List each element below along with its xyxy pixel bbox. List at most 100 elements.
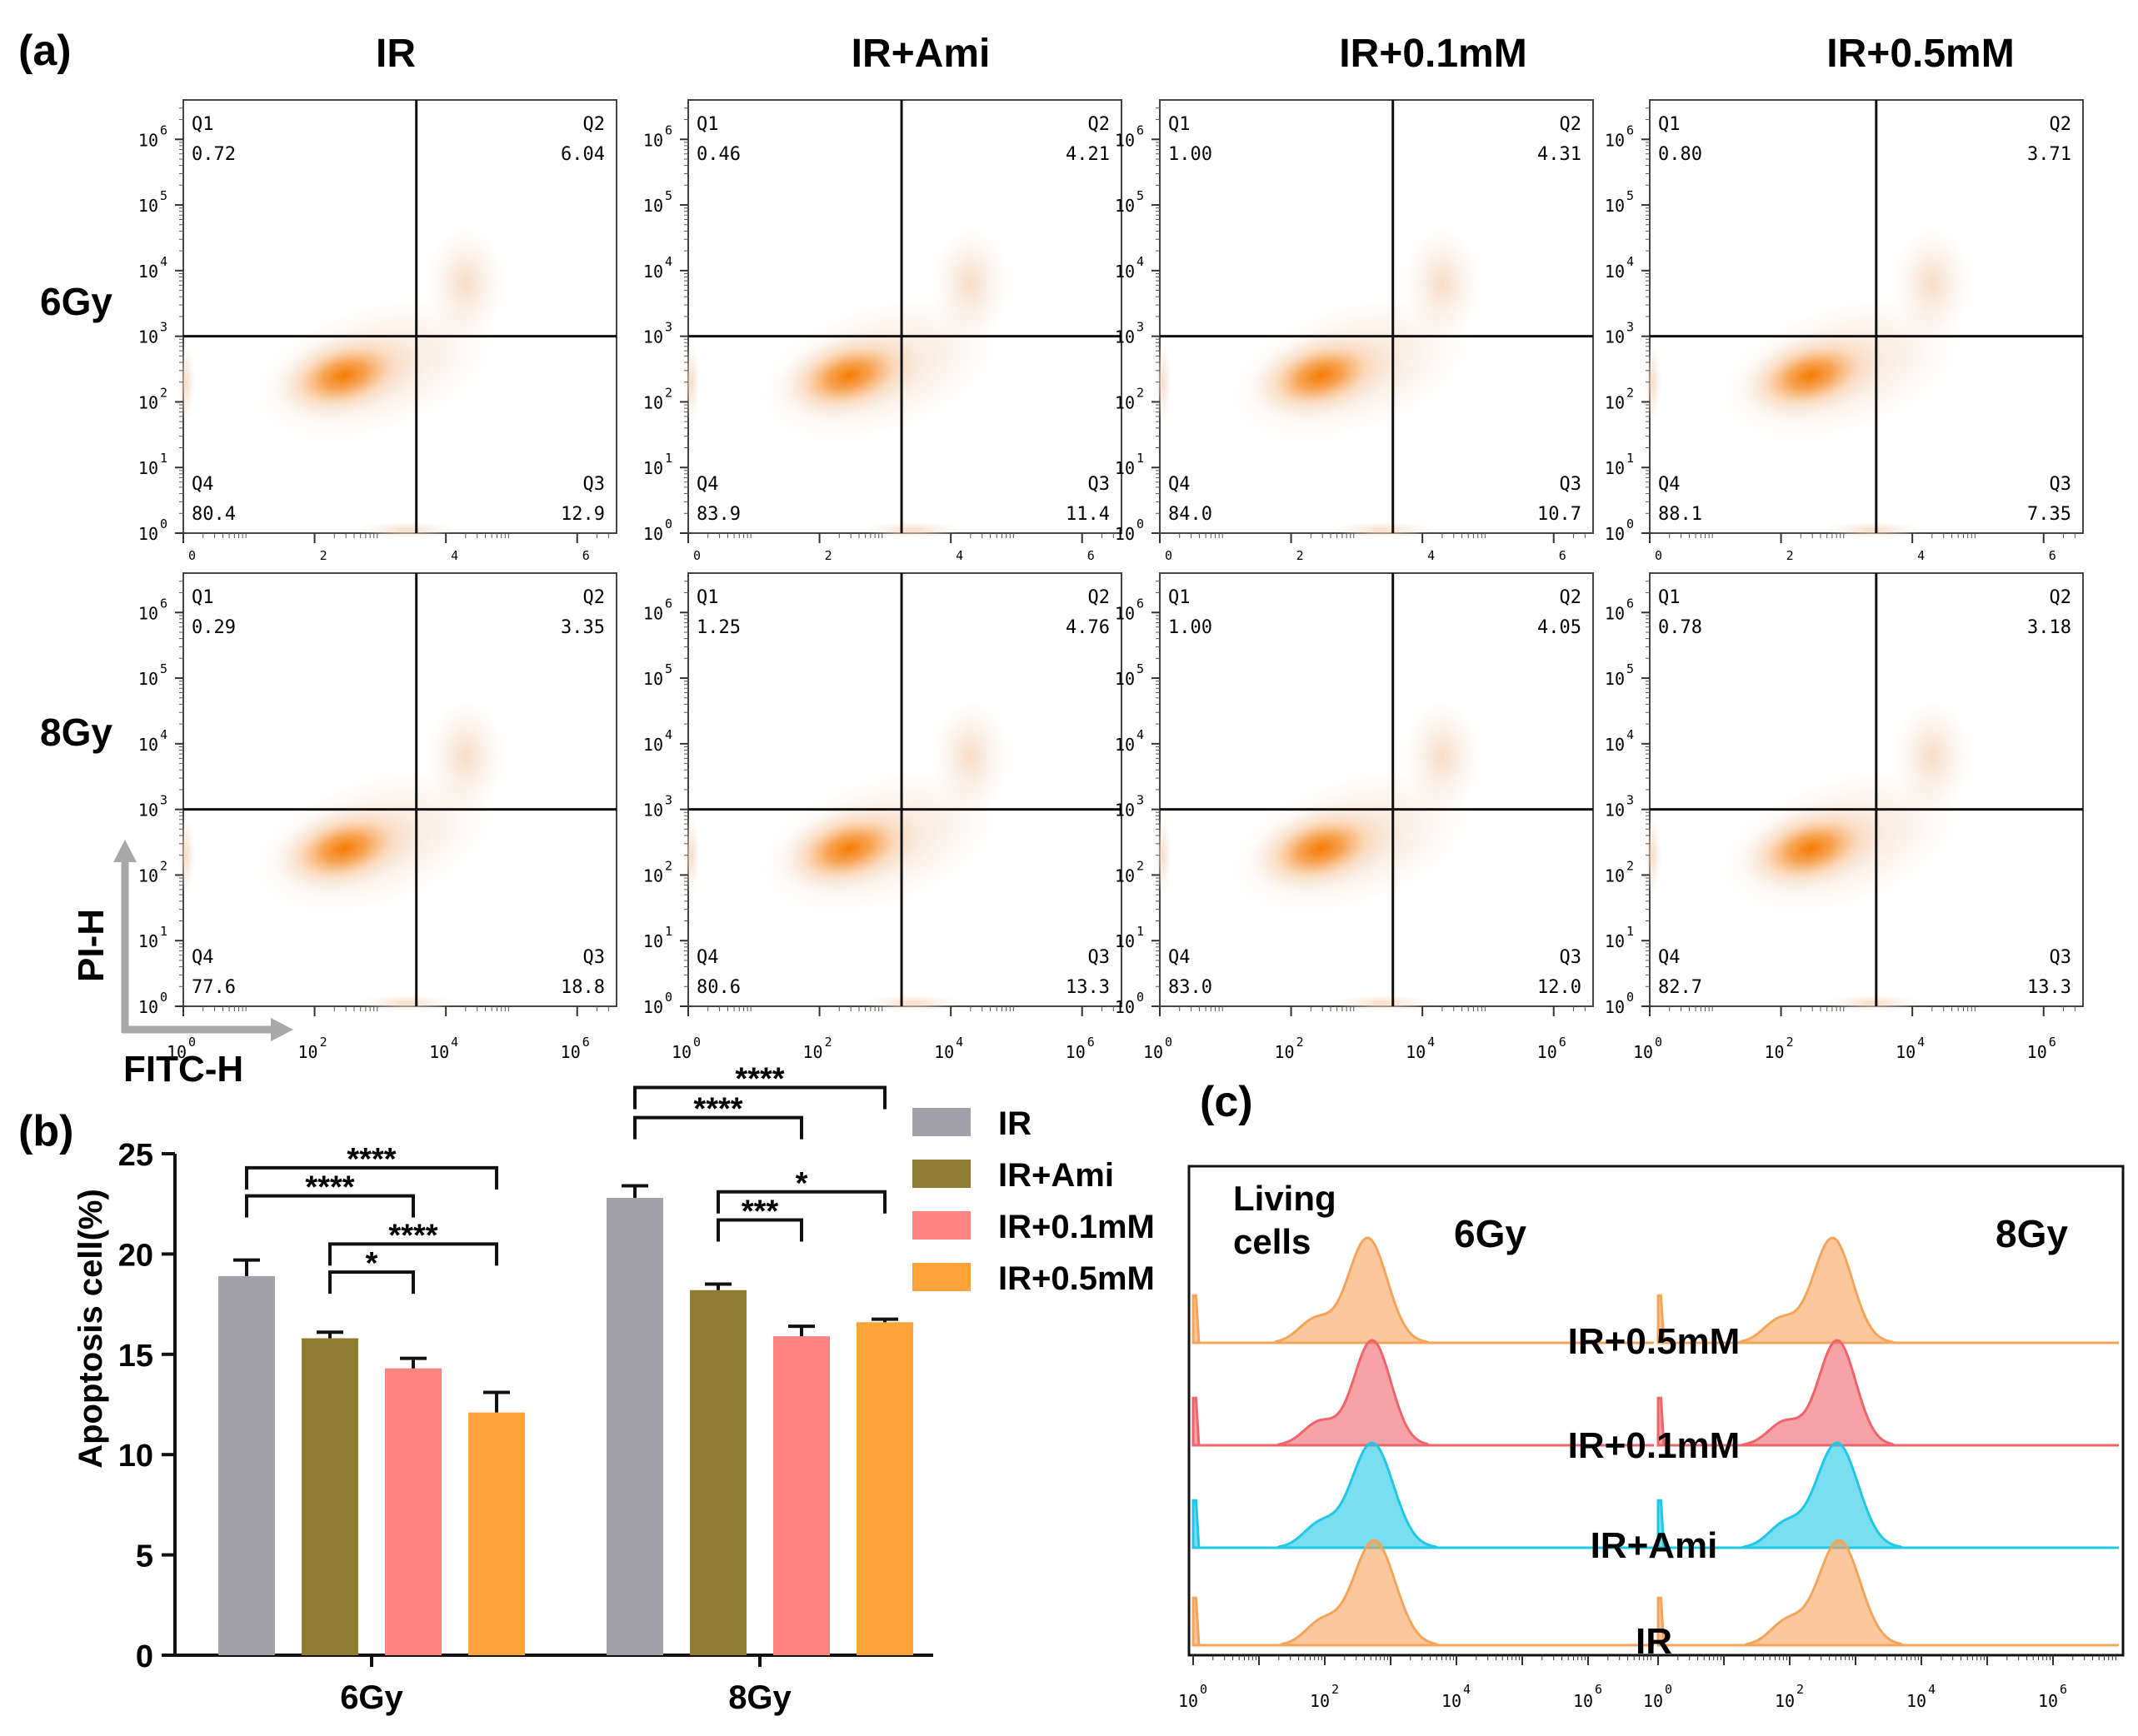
- y-tick-base: 10: [1115, 392, 1135, 412]
- y-tick-exponent: 1: [1136, 924, 1144, 939]
- x-tick-base: 10: [2027, 1042, 2047, 1062]
- y-tick-label: 10 5: [1605, 661, 1634, 689]
- y-tick-base: 10: [1115, 866, 1135, 885]
- y-tick-label: 10 2: [1115, 385, 1144, 412]
- quadrant-value-q3: 10.7: [1537, 504, 1581, 525]
- flow-col-title-ir-ami: IR+Ami: [852, 32, 991, 76]
- quadrant-value-q4: 80.4: [192, 504, 236, 525]
- y-tick-base: 10: [643, 392, 663, 412]
- bracket-line: [245, 1165, 498, 1190]
- x-tick-exponent: 0: [188, 548, 196, 563]
- legend-label-ir-0-1mm: IR+0.1mM: [998, 1209, 1155, 1245]
- y-tick-exponent: 4: [665, 254, 672, 269]
- legend-swatch-ir-0-1mm: [912, 1211, 971, 1240]
- flow-row-title-8gy: 8Gy: [40, 711, 112, 754]
- y-tick-base: 10: [643, 669, 663, 689]
- x-tick-label: 10 6: [1537, 1035, 1566, 1062]
- y-tick-base: 10: [138, 327, 158, 347]
- histogram-ir-0-5mm-6gy: [1191, 1236, 1654, 1344]
- bar-6gy-ir-0-1mm: [385, 1368, 442, 1655]
- y-tick-label: 10 0: [643, 990, 672, 1017]
- y-tick-exponent: 2: [665, 858, 672, 873]
- x-tick-base: 10: [1765, 1042, 1785, 1062]
- bar-6gy-ir-0-5mm: [468, 1412, 525, 1655]
- density-edge-bottom: [356, 995, 457, 1011]
- y-tick-base: 10: [643, 196, 663, 216]
- significance-bracket-3: *: [328, 1246, 415, 1295]
- y-tick-base: 10: [643, 458, 663, 478]
- quadrant-name-q2: Q2: [1560, 587, 1582, 608]
- quadrant-name-q2: Q2: [583, 587, 606, 608]
- density-edge-bottom: [1332, 995, 1433, 1011]
- bracket-label: ****: [693, 1092, 742, 1127]
- y-tick-exponent: 0: [1626, 990, 1634, 1005]
- y-tick-base: 10: [1605, 669, 1625, 689]
- bar-y-tick-label-5: 5: [136, 1539, 153, 1574]
- y-tick-base: 10: [1115, 327, 1135, 347]
- quadrant-value-q1: 1.00: [1168, 144, 1212, 165]
- hist-x-tick-exponent: 0: [1665, 1682, 1672, 1697]
- y-tick-base: 10: [1115, 130, 1135, 150]
- y-tick-base: 10: [1605, 392, 1625, 412]
- y-tick-exponent: 1: [1626, 924, 1634, 939]
- bracket-label: ****: [305, 1170, 354, 1205]
- y-tick-label: 10 0: [1605, 516, 1634, 544]
- y-tick-base: 10: [1605, 327, 1625, 347]
- x-tick-exponent: 6: [582, 548, 590, 563]
- y-tick-base: 10: [1605, 262, 1625, 282]
- hist-x-tick-exponent: 2: [1796, 1682, 1804, 1697]
- y-tick-base: 10: [138, 392, 158, 412]
- quadrant-name-q2: Q2: [583, 114, 606, 135]
- x-tick-exponent: 6: [2049, 1035, 2056, 1050]
- bar-y-tick-label-20: 20: [118, 1238, 153, 1273]
- y-tick-exponent: 4: [1626, 727, 1634, 742]
- quadrant-value-q2: 3.71: [2027, 144, 2071, 165]
- quadrant-value-q3: 18.8: [561, 977, 605, 998]
- x-tick-exponent: 2: [825, 548, 832, 563]
- x-tick-label: 10 2: [803, 1035, 832, 1062]
- y-tick-label: 10 1: [643, 924, 672, 951]
- y-tick-label: 10 0: [138, 990, 167, 1017]
- density-tail: [931, 227, 1010, 341]
- flow-row-title-6gy: 6Gy: [40, 280, 112, 323]
- y-tick-base: 10: [138, 130, 158, 150]
- x-tick-base: 10: [298, 1042, 318, 1062]
- y-tick-base: 10: [1605, 866, 1625, 885]
- density-core: [1738, 804, 1883, 893]
- y-tick-label: 10 4: [1605, 254, 1634, 282]
- legend-label-ir-ami: IR+Ami: [998, 1157, 1114, 1194]
- hist-x-tick-exponent: 4: [1928, 1682, 1936, 1697]
- quadrant-name-q4: Q4: [192, 947, 214, 968]
- x-tick-label: 6: [1087, 548, 1095, 563]
- y-axis-label-pi-h: PI-H: [71, 909, 112, 982]
- y-tick-exponent: 6: [1136, 122, 1144, 137]
- x-tick-exponent: 2: [825, 1035, 832, 1050]
- x-tick-exponent: 2: [1296, 548, 1304, 563]
- y-tick-exponent: 1: [1626, 451, 1634, 466]
- x-axis-label-fitc-h: FITC-H: [123, 1049, 243, 1090]
- y-tick-label: 10 4: [138, 727, 167, 755]
- y-tick-exponent: 5: [665, 188, 672, 203]
- panel-label-b: (b): [18, 1107, 73, 1155]
- y-tick-label: 10 6: [138, 596, 167, 623]
- y-tick-exponent: 5: [1136, 661, 1144, 676]
- hist-x-tick-base: 10: [2038, 1691, 2058, 1711]
- quadrant-value-q3: 11.4: [1066, 504, 1110, 525]
- y-tick-label: 10 3: [1605, 320, 1634, 347]
- quadrant-value-q2: 4.21: [1066, 144, 1110, 165]
- y-tick-exponent: 0: [665, 516, 672, 531]
- y-tick-label: 10 1: [1605, 924, 1634, 951]
- x-tick-exponent: 4: [1917, 548, 1925, 563]
- quadrant-value-q1: 0.29: [192, 617, 236, 638]
- y-tick-label: 10 2: [138, 385, 167, 412]
- y-tick-label: 10 4: [138, 254, 167, 282]
- density-tail: [931, 701, 1010, 814]
- y-tick-exponent: 3: [160, 320, 167, 335]
- density-edge-bottom: [1822, 995, 1923, 1011]
- y-tick-exponent: 0: [665, 990, 672, 1005]
- quadrant-value-q4: 77.6: [192, 977, 236, 998]
